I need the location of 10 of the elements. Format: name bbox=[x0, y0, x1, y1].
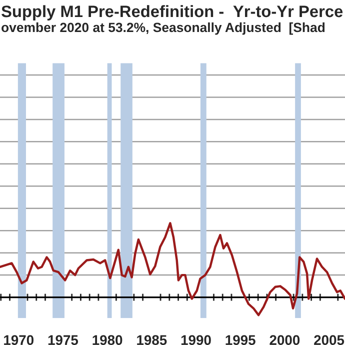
x-tick-label: 2000 bbox=[270, 335, 300, 345]
x-tick-label: 2005 bbox=[314, 335, 344, 345]
x-tick-label: 1995 bbox=[226, 335, 256, 345]
chart-title: Supply M1 Pre-Redefinition - Yr-to-Yr Perce bbox=[2, 5, 343, 20]
x-tick-label: 1970 bbox=[4, 335, 34, 345]
x-tick-label: 1985 bbox=[137, 335, 167, 345]
x-tick-label: 1975 bbox=[48, 335, 78, 345]
chart-subtitle: ovember 2020 at 53.2%, Seasonally Adjusted [Shad bbox=[2, 22, 325, 35]
x-tick-label: 1990 bbox=[181, 335, 211, 345]
x-tick-label: 1980 bbox=[92, 335, 122, 345]
